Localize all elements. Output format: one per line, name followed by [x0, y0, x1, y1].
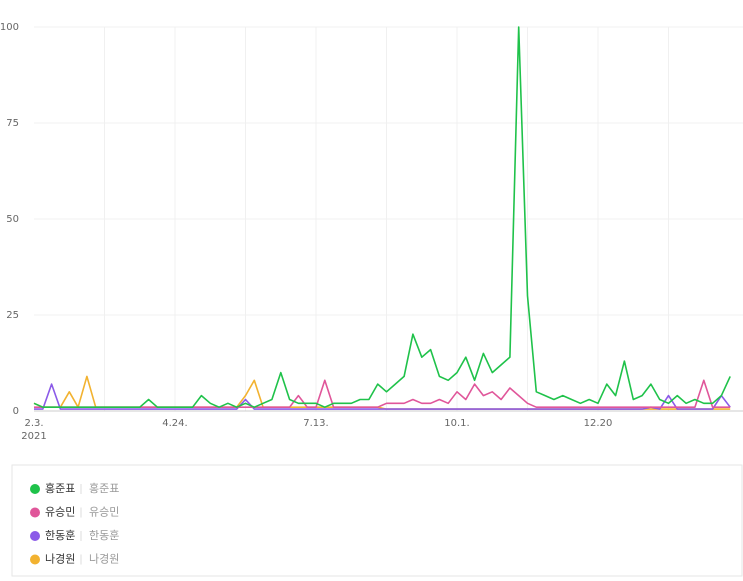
legend-name: 유승민: [45, 506, 75, 519]
legend-box: [11, 464, 743, 577]
x-tick-label: 2.3.: [24, 418, 43, 429]
legend-keyword: 나경원: [89, 553, 119, 566]
legend-keyword: 유승민: [89, 506, 119, 519]
x-tick-label: 12.20: [584, 418, 613, 429]
x-tick-label: 7.13.: [303, 418, 328, 429]
series-line: [33, 375, 731, 410]
legend-keyword: 홍준표: [89, 481, 119, 495]
legend-name: 한동훈: [45, 529, 75, 542]
x-tick-label: 4.24.: [162, 418, 187, 429]
legend-name: 홍준표: [45, 481, 75, 495]
series-line: [34, 379, 731, 408]
y-tick-label: 75: [6, 118, 19, 129]
y-tick-label: 0: [13, 406, 19, 417]
legend-item: 한동훈 한동훈: [30, 529, 119, 542]
y-tick-label: 50: [6, 214, 19, 225]
legend-item: 홍준표 홍준표: [30, 481, 119, 495]
y-tick-label: 25: [6, 310, 19, 321]
y-tick-label: 100: [0, 22, 19, 33]
legend-dot: [30, 507, 40, 518]
legend-dot: [30, 531, 40, 541]
legend-dot: [30, 554, 40, 565]
series-line: [34, 383, 731, 410]
legend-item: 유승민 유승민: [30, 506, 119, 519]
legend-keyword: 한동훈: [89, 529, 119, 542]
legend-dot: [30, 484, 40, 494]
x-sublabel: 2021: [21, 431, 46, 442]
x-tick-label: 10.1.: [444, 418, 469, 429]
legend-name: 나경원: [45, 553, 75, 566]
legend-item: 나경원 나경원: [30, 553, 119, 566]
series-line: [33, 26, 731, 408]
